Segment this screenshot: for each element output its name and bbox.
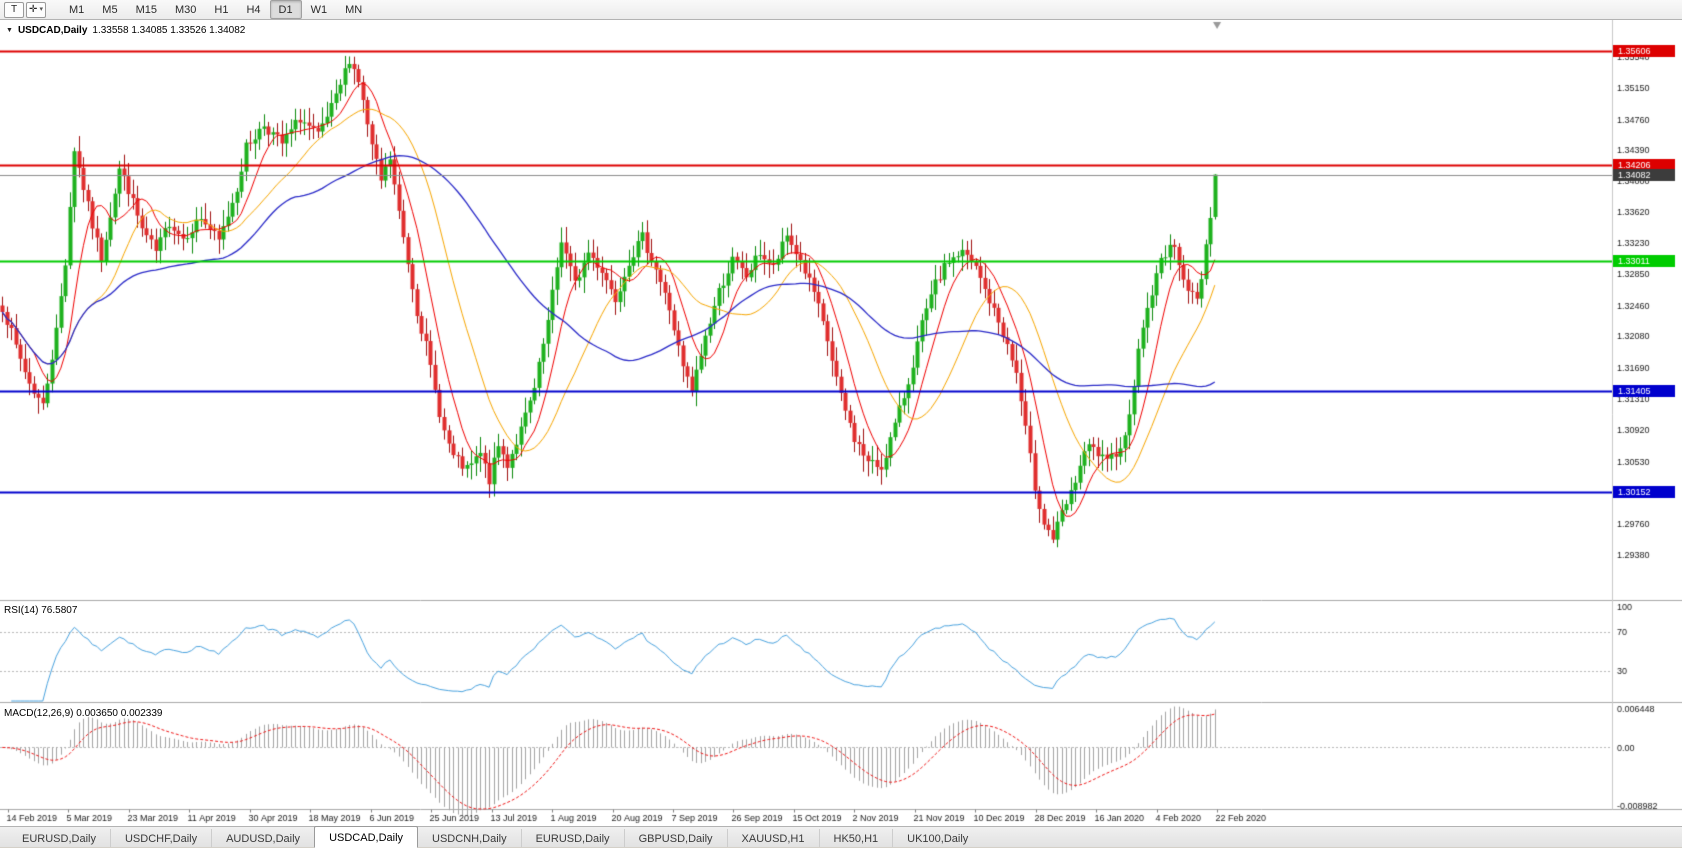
chart-tab-eurusd-daily[interactable]: EURUSD,Daily xyxy=(22,832,96,845)
chart-title: ▼ USDCAD,Daily 1.33558 1.34085 1.33526 1… xyxy=(6,25,245,36)
top-toolbar: T ✛ ▾ M1 M5 M15 M30 H1 H4 D1 W1 MN xyxy=(0,0,1682,20)
text-tool-icon: T xyxy=(10,3,18,15)
chart-tab-hk50-h1[interactable]: HK50,H1 xyxy=(818,829,893,847)
chart-tab-xauusd-h1[interactable]: XAUUSD,H1 xyxy=(726,829,819,847)
timeframe-button-h1[interactable]: H1 xyxy=(214,3,229,16)
crosshair-icon: ✛ xyxy=(29,3,38,15)
crosshair-tool-button[interactable]: ✛ ▾ xyxy=(26,1,46,18)
chart-tab-gbpusd-daily[interactable]: GBPUSD,Daily xyxy=(623,829,727,847)
timeframe-button-d1[interactable]: D1 xyxy=(269,0,302,19)
timeframe-button-m30[interactable]: M30 xyxy=(174,3,197,16)
chart-tab-eurusd-daily[interactable]: EURUSD,Daily xyxy=(520,829,624,847)
price-chart-canvas[interactable] xyxy=(0,20,1682,826)
chart-tab-usdcnh-daily[interactable]: USDCNH,Daily xyxy=(432,832,507,845)
chart-window: ▼ USDCAD,Daily 1.33558 1.34085 1.33526 1… xyxy=(0,20,1682,826)
chevron-down-icon: ▾ xyxy=(39,5,43,13)
chart-tabs-bar: EURUSD,Daily USDCHF,Daily AUDUSD,Daily USDC… xyxy=(0,826,1682,848)
chart-symbol-label: USDCAD,Daily xyxy=(17,25,88,36)
timeframe-button-w1[interactable]: W1 xyxy=(310,3,328,16)
text-tool-button[interactable]: T xyxy=(4,1,24,18)
chart-ohlc-values: 1.33558 1.34085 1.33526 1.34082 xyxy=(92,25,246,36)
chart-tab-uk100-daily[interactable]: UK100,Daily xyxy=(892,829,982,847)
timeframe-button-m5[interactable]: M5 xyxy=(102,3,118,16)
chart-menu-icon[interactable]: ▼ xyxy=(6,27,13,34)
chart-tab-usdchf-daily[interactable]: USDCHF,Daily xyxy=(109,829,211,847)
chart-tab-audusd-daily[interactable]: AUDUSD,Daily xyxy=(211,829,314,847)
rsi-label: RSI(14) 76.5807 xyxy=(4,605,78,616)
macd-label: MACD(12,26,9) 0.003650 0.002339 xyxy=(4,708,163,719)
timeframe-button-m15[interactable]: M15 xyxy=(135,3,157,16)
timeframe-button-h4[interactable]: H4 xyxy=(246,3,261,16)
timeframe-button-m1[interactable]: M1 xyxy=(69,3,85,16)
timeframe-group: M1 M5 M15 M30 H1 H4 D1 W1 MN xyxy=(60,0,371,19)
chart-tab-usdcad-daily[interactable]: USDCAD,Daily xyxy=(314,826,419,848)
timeframe-button-mn[interactable]: MN xyxy=(345,3,363,16)
